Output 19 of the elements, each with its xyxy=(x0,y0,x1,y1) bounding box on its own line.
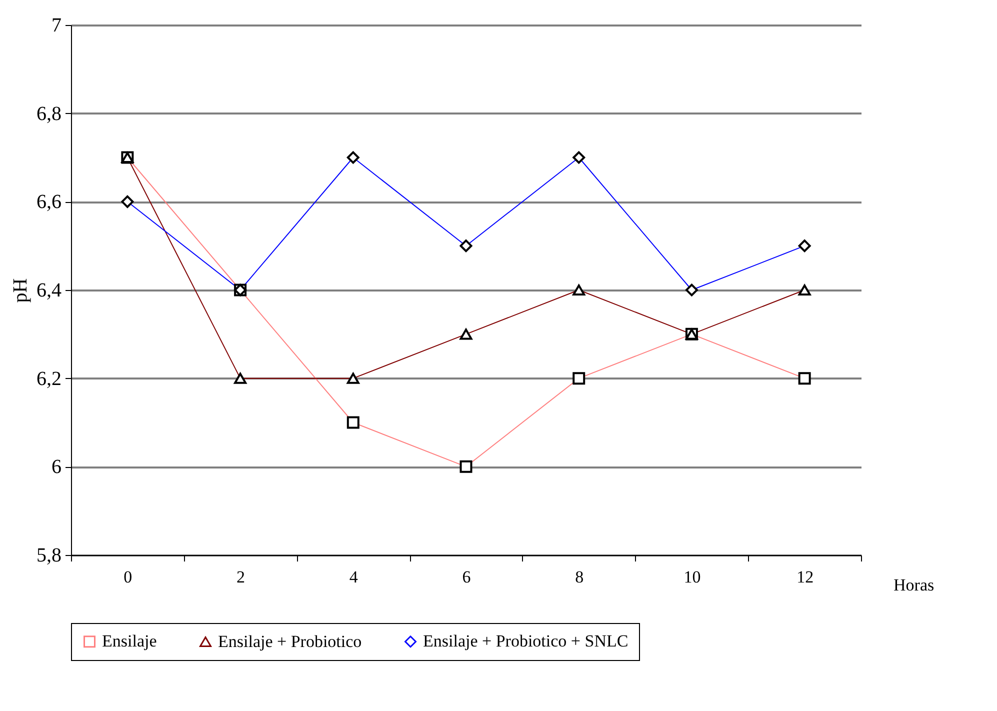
y-tick-label: 5,8 xyxy=(36,544,62,566)
legend-label: Ensilaje xyxy=(102,632,157,651)
x-tick-label: 8 xyxy=(575,568,584,586)
legend-label: Ensilaje + Probiotico xyxy=(218,632,362,651)
y-tick-label: 6,4 xyxy=(36,280,62,302)
y-axis-title: pH xyxy=(10,278,32,303)
y-tick-label: 7 xyxy=(52,14,62,36)
x-tick-label: 10 xyxy=(684,568,701,586)
y-tick-label: 6,6 xyxy=(36,191,62,214)
x-tick-label: 12 xyxy=(796,568,814,586)
legend-label: Ensilaje + Probiotico + SNLC xyxy=(423,632,628,651)
x-axis-title: Horas xyxy=(894,576,934,594)
x-tick-label: 6 xyxy=(462,568,471,586)
x-tick-label: 4 xyxy=(349,568,358,586)
y-tick-label: 6 xyxy=(52,456,62,478)
y-tick-label: 6,2 xyxy=(36,368,62,390)
x-tick-label: 2 xyxy=(236,568,246,586)
x-tick-label: 0 xyxy=(124,568,132,586)
y-tick-label: 6,8 xyxy=(36,102,62,125)
